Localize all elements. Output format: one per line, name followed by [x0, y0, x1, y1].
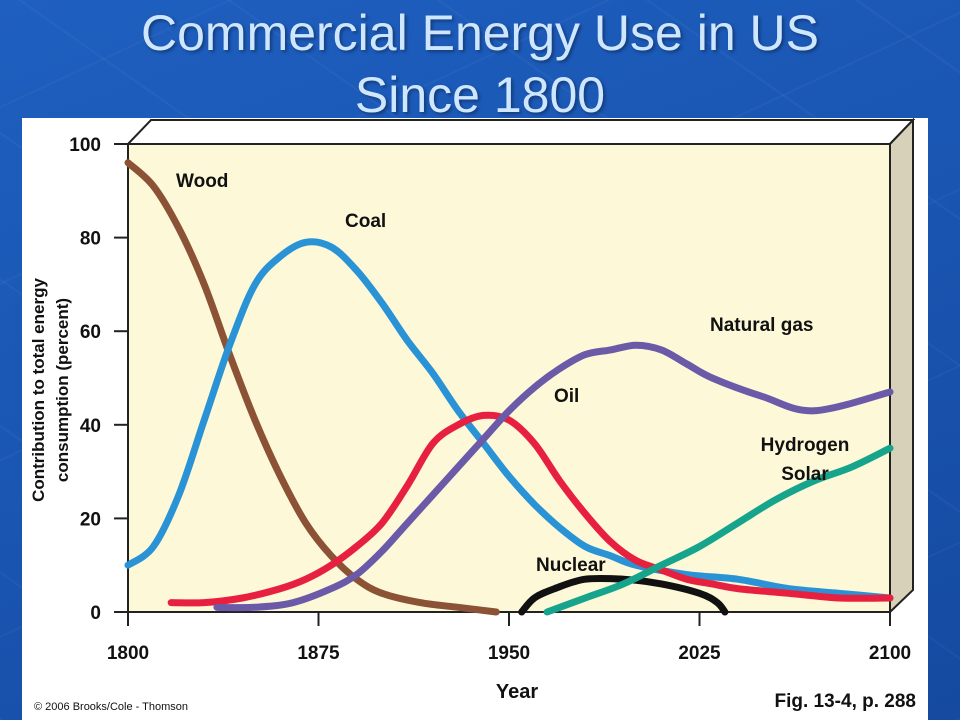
- y-tick-label: 80: [80, 229, 101, 250]
- y-tick-label: 100: [69, 135, 101, 156]
- x-tick-label: 2025: [678, 643, 721, 664]
- slide-title-line1: Commercial Energy Use in US: [141, 5, 819, 61]
- y-tick-label: 40: [80, 416, 101, 437]
- y-tick-label: 60: [80, 322, 101, 343]
- slide-title: Commercial Energy Use in US Since 1800: [0, 2, 960, 126]
- plot-side-face: [889, 117, 914, 615]
- y-tick-label: 20: [80, 509, 101, 530]
- natural-gas-series-label: Natural gas: [710, 315, 813, 336]
- hydrogen-series-label: Hydrogen: [761, 435, 850, 456]
- chart-axes: 0 20 40 60 80 100 1800 1875 1950 2025 2100: [69, 135, 911, 664]
- oil-series-line: [167, 411, 894, 607]
- y-tick-label: 0: [90, 603, 101, 624]
- plot-area: [127, 143, 891, 613]
- x-tick-label: 1800: [107, 643, 149, 664]
- wood-series-line: [124, 159, 500, 616]
- chart-series: [124, 159, 894, 616]
- coal-series-label: Coal: [345, 211, 386, 232]
- nuclear-series-line: [518, 574, 729, 616]
- hydrogen-solar-series-line: [543, 444, 894, 616]
- x-axis-title: Year: [496, 681, 538, 703]
- wood-series-label: Wood: [176, 171, 228, 192]
- copyright-text: © 2006 Brooks/Cole - Thomson: [34, 701, 188, 713]
- x-tick-label: 1875: [297, 643, 340, 664]
- y-axis-title-line2: consumption (percent): [53, 298, 72, 482]
- plot-top-face: [125, 119, 916, 145]
- slide-title-line2: Since 1800: [354, 67, 606, 123]
- y-axis-title: Contribution to total energy consumption…: [29, 278, 72, 502]
- natural-gas-series-line: [213, 341, 894, 612]
- x-tick-label: 2100: [869, 643, 911, 664]
- nuclear-series-label: Nuclear: [536, 555, 606, 576]
- x-tick-label: 1950: [488, 643, 530, 664]
- solar-series-label: Solar: [781, 464, 829, 485]
- figure-reference: Fig. 13-4, p. 288: [775, 691, 917, 712]
- oil-series-label: Oil: [554, 386, 579, 407]
- y-axis-title-line1: Contribution to total energy: [29, 278, 48, 502]
